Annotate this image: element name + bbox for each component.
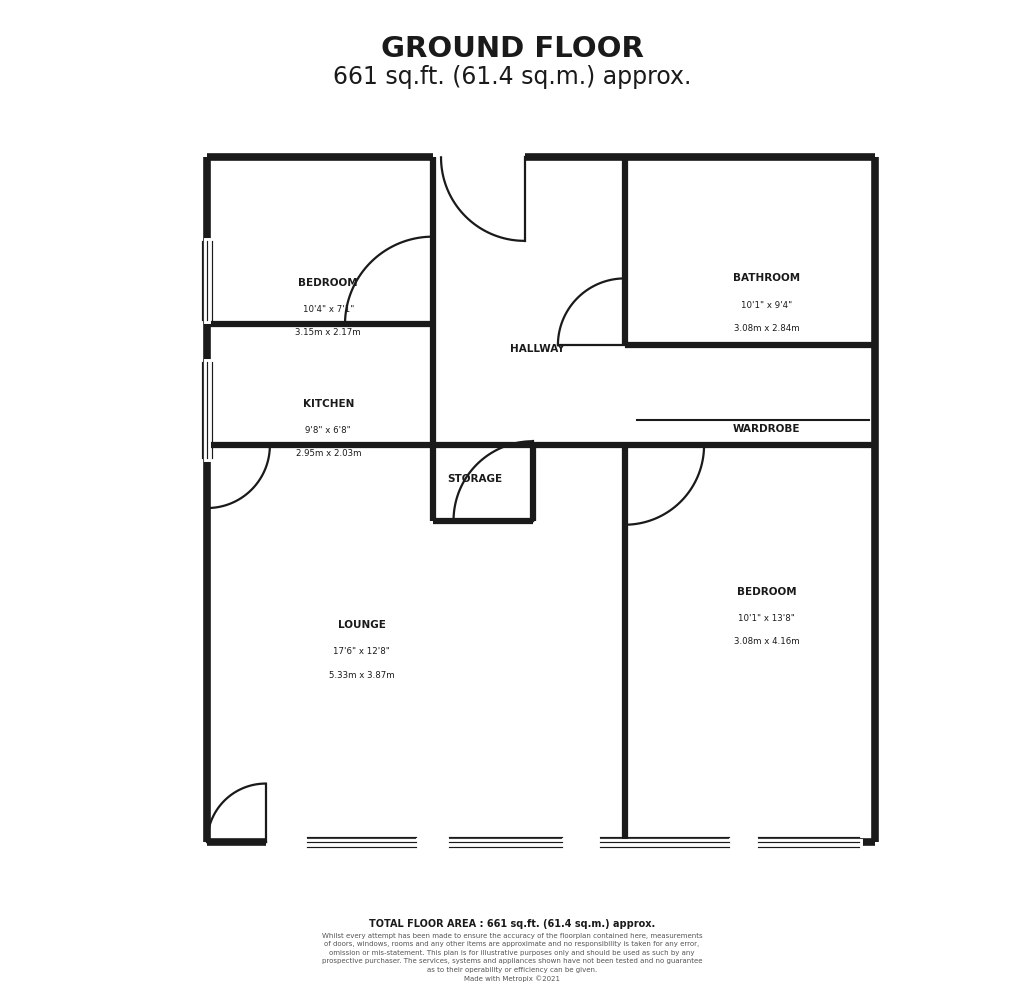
Text: BEDROOM: BEDROOM: [298, 278, 358, 288]
Text: STORAGE: STORAGE: [446, 474, 502, 484]
Text: 17'6" x 12'8": 17'6" x 12'8": [333, 647, 390, 656]
Text: TOTAL FLOOR AREA : 661 sq.ft. (61.4 sq.m.) approx.: TOTAL FLOOR AREA : 661 sq.ft. (61.4 sq.m…: [369, 918, 655, 929]
Text: Whilst every attempt has been made to ensure the accuracy of the floorplan conta: Whilst every attempt has been made to en…: [322, 933, 702, 982]
Text: 10'4" x 7'1": 10'4" x 7'1": [303, 305, 354, 314]
Text: 3.08m x 2.84m: 3.08m x 2.84m: [734, 324, 800, 333]
Text: BEDROOM: BEDROOM: [737, 586, 797, 597]
Text: 3.08m x 4.16m: 3.08m x 4.16m: [734, 637, 800, 646]
Text: HALLWAY: HALLWAY: [510, 344, 564, 354]
Text: GROUND FLOOR: GROUND FLOOR: [381, 35, 643, 63]
Text: 9'8" x 6'8": 9'8" x 6'8": [305, 426, 351, 435]
Text: 2.95m x 2.03m: 2.95m x 2.03m: [296, 450, 361, 459]
Text: 5.33m x 3.87m: 5.33m x 3.87m: [329, 671, 394, 679]
Text: KITCHEN: KITCHEN: [303, 398, 354, 408]
Text: LOUNGE: LOUNGE: [338, 620, 386, 630]
Text: 3.15m x 2.17m: 3.15m x 2.17m: [296, 328, 361, 337]
Text: WARDROBE: WARDROBE: [733, 424, 801, 434]
Text: BATHROOM: BATHROOM: [733, 274, 800, 284]
Text: 661 sq.ft. (61.4 sq.m.) approx.: 661 sq.ft. (61.4 sq.m.) approx.: [333, 65, 691, 90]
Text: 10'1" x 9'4": 10'1" x 9'4": [741, 301, 793, 310]
Text: 10'1" x 13'8": 10'1" x 13'8": [738, 614, 795, 623]
